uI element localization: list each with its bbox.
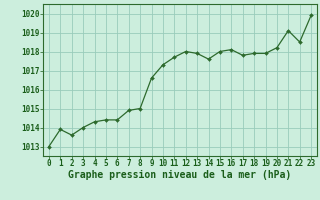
X-axis label: Graphe pression niveau de la mer (hPa): Graphe pression niveau de la mer (hPa) [68, 170, 292, 180]
